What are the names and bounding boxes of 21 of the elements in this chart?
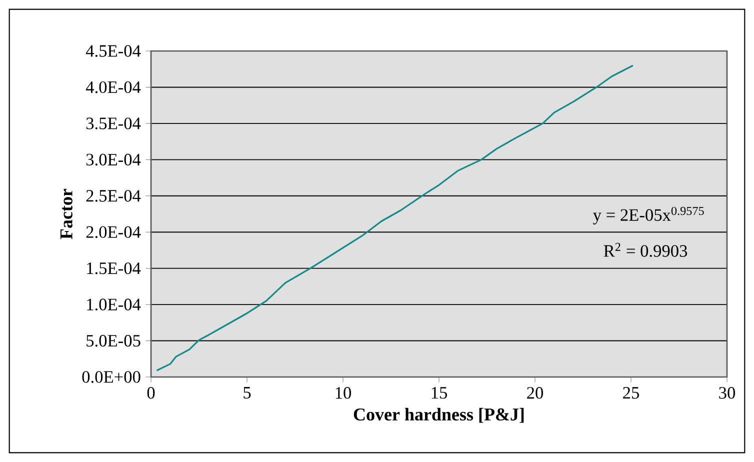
x-tick-label: 25 [623,387,639,399]
y-tick-label: 1.5E-04 [87,262,141,274]
x-tick-label: 30 [719,387,736,399]
x-tick-label: 15 [432,387,447,399]
x-tick-label: 10 [336,387,352,399]
x-tick-label: 20 [527,387,544,399]
annotation: R$^{2}$ = 0.9903 [604,242,688,257]
y-tick-label: 4.0E-04 [86,81,141,94]
y-tick-label: 0.0E+00 [82,371,140,383]
y-tick-label: 2.5E-04 [86,190,141,202]
y-tick-label: 4.5E-04 [86,45,141,57]
y-axis-title: Factor [60,188,72,240]
annotation: y = 2E-05x$^{0.9575}$ [593,206,704,224]
y-tick-label: 2.0E-04 [86,226,141,238]
y-tick-label: 3.0E-04 [86,154,141,166]
y-tick-label: 1.0E-04 [87,298,141,310]
x-tick-label: 0 [147,387,155,399]
x-axis-title: Cover hardness [P&J] [354,408,524,423]
y-tick-label: 3.5E-04 [86,118,141,130]
x-tick-label: 5 [244,387,251,399]
y-tick-label: 5.0E-05 [86,334,140,347]
